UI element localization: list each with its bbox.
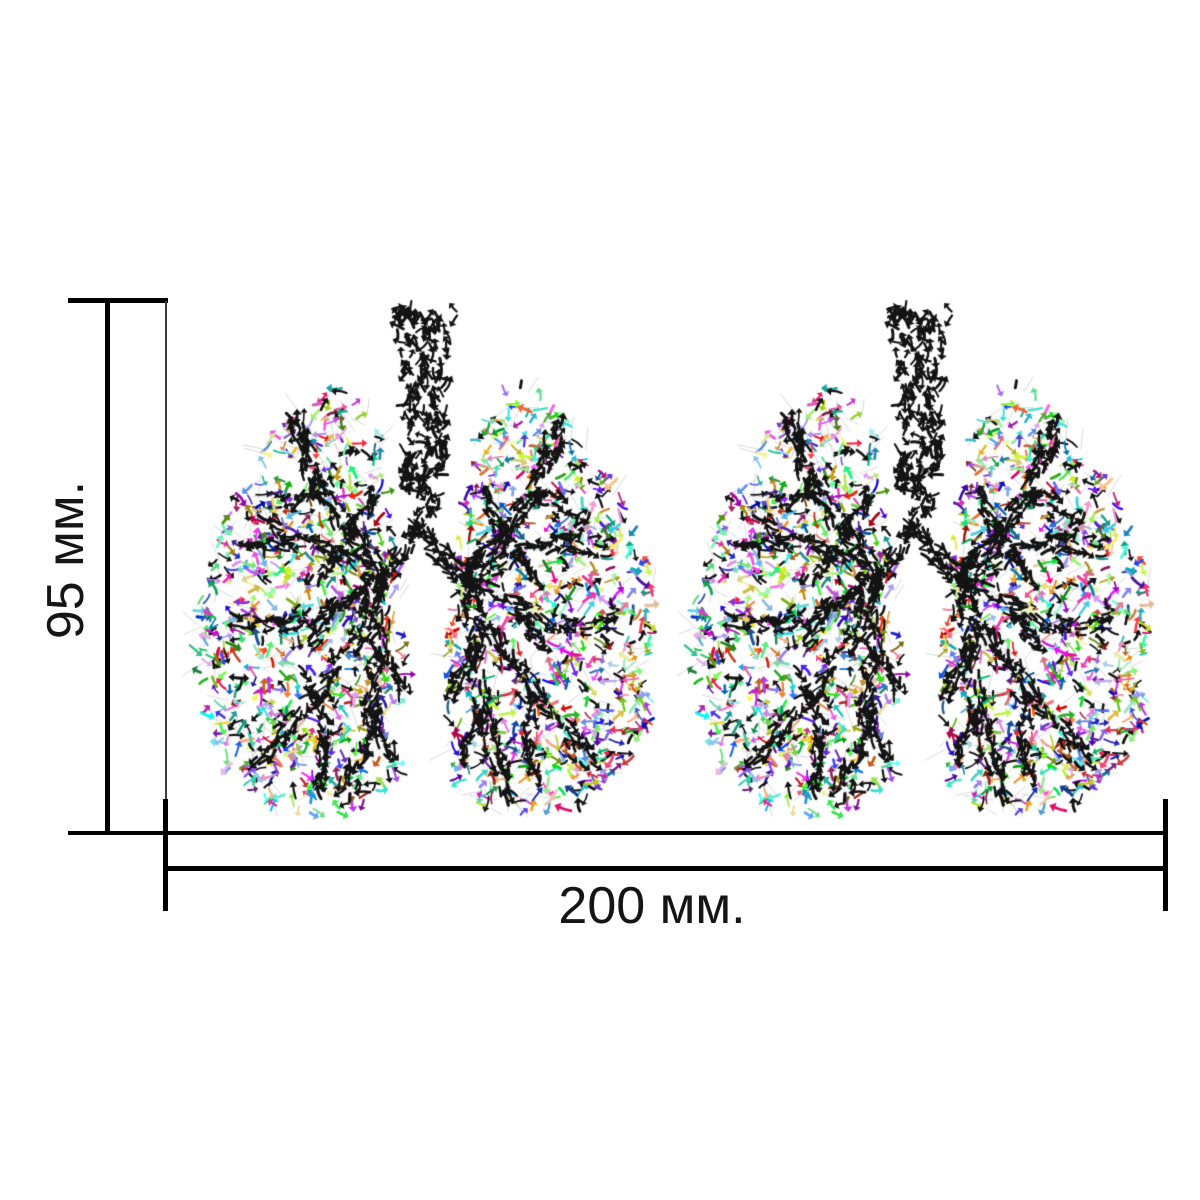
height-dimension-line (105, 300, 110, 833)
baseline (68, 831, 1165, 835)
width-dimension-label: 200 мм. (558, 877, 746, 935)
height-dimension-tick-top (68, 298, 168, 303)
width-dimension-tick-left (163, 799, 168, 911)
width-dimension-line (165, 866, 1165, 871)
height-dimension-label: 95 мм. (37, 480, 95, 640)
width-dimension-tick-right (1163, 799, 1168, 911)
height-extension-line (165, 301, 167, 832)
